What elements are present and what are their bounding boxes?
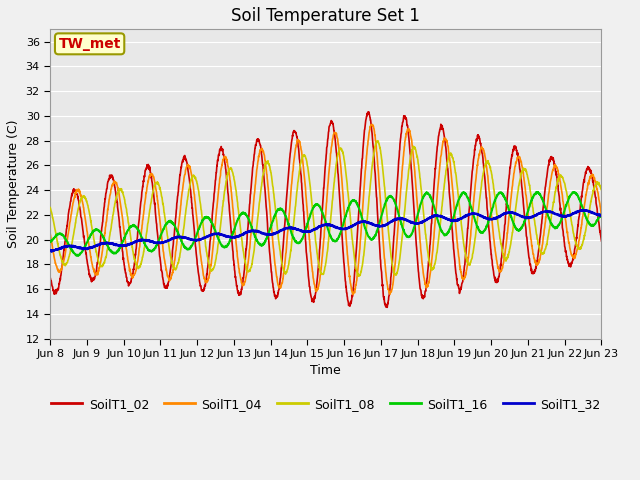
X-axis label: Time: Time [310, 364, 341, 377]
SoilT1_32 [598, 212, 605, 218]
Legend: SoilT1_02, SoilT1_04, SoilT1_08, SoilT1_16, SoilT1_32: SoilT1_02, SoilT1_04, SoilT1_08, SoilT1_… [46, 393, 605, 416]
SoilT1_08 [549, 201, 557, 207]
Line: SoilT1_08: SoilT1_08 [50, 141, 602, 276]
SoilT1_02 [342, 279, 349, 285]
SoilT1_04 [354, 267, 362, 273]
SoilT1_04 [598, 210, 605, 216]
SoilT1_16 [46, 239, 54, 244]
SoilT1_16 [73, 253, 81, 259]
SoilT1_02 [383, 304, 391, 310]
SoilT1_04 [549, 168, 557, 173]
SoilT1_02 [564, 261, 572, 267]
Y-axis label: Soil Temperature (C): Soil Temperature (C) [7, 120, 20, 248]
SoilT1_08 [564, 201, 572, 206]
SoilT1_32 [579, 207, 587, 213]
SoilT1_32 [342, 226, 349, 232]
SoilT1_08 [598, 187, 605, 193]
SoilT1_32 [46, 248, 54, 253]
SoilT1_02 [200, 288, 208, 293]
SoilT1_08 [486, 164, 494, 170]
SoilT1_08 [373, 138, 381, 144]
SoilT1_02 [598, 238, 605, 244]
SoilT1_16 [486, 214, 494, 219]
SoilT1_16 [342, 213, 349, 219]
SoilT1_04 [564, 239, 572, 244]
SoilT1_32 [200, 235, 208, 241]
SoilT1_02 [549, 155, 557, 161]
Line: SoilT1_02: SoilT1_02 [50, 112, 602, 307]
SoilT1_32 [486, 216, 494, 222]
SoilT1_08 [200, 228, 208, 234]
Title: Soil Temperature Set 1: Soil Temperature Set 1 [232, 7, 420, 25]
Line: SoilT1_04: SoilT1_04 [50, 124, 602, 295]
SoilT1_32 [564, 213, 572, 218]
SoilT1_16 [549, 224, 557, 229]
SoilT1_16 [200, 216, 208, 221]
SoilT1_08 [342, 168, 349, 173]
SoilT1_02 [364, 109, 372, 115]
SoilT1_16 [564, 196, 572, 202]
SoilT1_16 [598, 212, 605, 217]
SoilT1_02 [354, 229, 362, 235]
Text: TW_met: TW_met [58, 37, 121, 51]
SoilT1_32 [48, 249, 56, 254]
SoilT1_04 [349, 292, 357, 298]
SoilT1_04 [368, 121, 376, 127]
SoilT1_08 [46, 204, 54, 210]
SoilT1_04 [342, 227, 349, 232]
SoilT1_04 [486, 201, 494, 207]
Line: SoilT1_16: SoilT1_16 [50, 192, 602, 256]
SoilT1_16 [534, 189, 541, 195]
SoilT1_04 [46, 230, 54, 236]
SoilT1_02 [486, 242, 494, 248]
SoilT1_16 [354, 203, 362, 208]
SoilT1_08 [354, 272, 362, 278]
Line: SoilT1_32: SoilT1_32 [50, 210, 602, 252]
SoilT1_04 [200, 274, 208, 279]
SoilT1_08 [355, 273, 363, 279]
SoilT1_32 [354, 220, 362, 226]
SoilT1_32 [549, 210, 557, 216]
SoilT1_02 [46, 275, 54, 280]
